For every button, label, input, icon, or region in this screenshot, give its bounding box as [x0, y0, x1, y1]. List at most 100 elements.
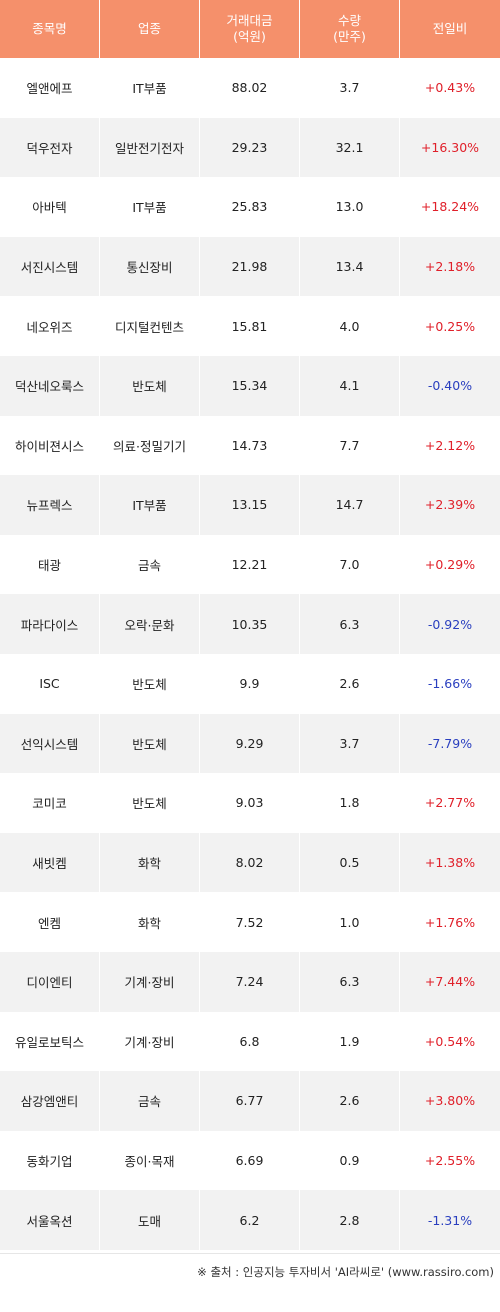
stock-name: 선익시스템 [0, 713, 100, 774]
price-change: +2.12% [424, 437, 476, 453]
price-change: -1.66% [427, 676, 473, 692]
trade-amount: 9.29 [200, 713, 300, 774]
price-change: -7.79% [427, 735, 473, 751]
stock-name: 서진시스템 [0, 236, 100, 297]
stock-name: 덕산네오룩스 [0, 355, 100, 416]
trade-amount: 14.73 [200, 415, 300, 476]
stock-name: 동화기업 [0, 1130, 100, 1191]
table-row: 서울옥션 도매 6.2 2.8 -1.31% [0, 1190, 500, 1250]
stock-name: ISC [0, 653, 100, 714]
stock-name: 코미코 [0, 773, 100, 833]
trade-amount: 25.83 [200, 177, 300, 237]
stock-name: 파라다이스 [0, 594, 100, 654]
table-row: 하이비젼시스 의료·정밀기기 14.73 7.7 +2.12% [0, 415, 500, 476]
trade-volume: 7.7 [300, 415, 400, 476]
table-row: 뉴프렉스 IT부품 13.15 14.7 +2.39% [0, 475, 500, 535]
table-row: 유일로보틱스 기계·장비 6.8 1.9 +0.54% [0, 1011, 500, 1072]
price-change: +16.30% [420, 139, 480, 155]
trade-volume: 1.9 [300, 1011, 400, 1072]
header-sector: 업종 [100, 0, 200, 58]
trade-amount: 15.81 [200, 296, 300, 356]
trade-volume: 2.8 [300, 1190, 400, 1250]
trade-amount: 29.23 [200, 117, 300, 178]
trade-amount: 88.02 [200, 58, 300, 118]
table-row: ISC 반도체 9.9 2.6 -1.66% [0, 653, 500, 714]
trade-amount: 6.77 [200, 1071, 300, 1131]
stock-name: 네오위즈 [0, 296, 100, 356]
price-change: +7.44% [424, 974, 476, 990]
header-amount: 거래대금 (억원) [200, 0, 300, 58]
price-change: +0.25% [424, 318, 476, 334]
trade-volume: 32.1 [300, 117, 400, 178]
trade-volume: 1.8 [300, 773, 400, 833]
stock-sector: 반도체 [100, 653, 200, 714]
table-row: 선익시스템 반도체 9.29 3.7 -7.79% [0, 713, 500, 774]
stock-name: 삼강엠앤티 [0, 1071, 100, 1131]
price-change: -0.92% [427, 616, 473, 632]
trade-amount: 8.02 [200, 832, 300, 893]
trade-amount: 13.15 [200, 475, 300, 535]
table-row: 엘앤에프 IT부품 88.02 3.7 +0.43% [0, 58, 500, 118]
trade-amount: 15.34 [200, 355, 300, 416]
table-row: 서진시스템 통신장비 21.98 13.4 +2.18% [0, 236, 500, 297]
stock-sector: 일반전기전자 [100, 117, 200, 178]
stock-name: 엔켐 [0, 892, 100, 952]
trade-amount: 10.35 [200, 594, 300, 654]
stock-name: 아바텍 [0, 177, 100, 237]
table-row: 덕산네오룩스 반도체 15.34 4.1 -0.40% [0, 355, 500, 416]
trade-amount: 9.9 [200, 653, 300, 714]
price-change: +2.55% [424, 1152, 476, 1168]
trade-amount: 21.98 [200, 236, 300, 297]
stock-sector: IT부품 [100, 177, 200, 237]
stock-sector: 디지털컨텐츠 [100, 296, 200, 356]
trade-volume: 2.6 [300, 1071, 400, 1131]
stock-name: 새빗켐 [0, 832, 100, 893]
stock-sector: IT부품 [100, 475, 200, 535]
source-note: ※ 출처 : 인공지능 투자비서 'AI라씨로' (www.rassiro.co… [197, 1265, 494, 1279]
table-body: 엘앤에프 IT부품 88.02 3.7 +0.43% 덕우전자 일반전기전자 29.23 32.… [0, 58, 500, 1250]
header-change: 전일비 [432, 21, 468, 36]
stock-sector: 기계·장비 [100, 951, 200, 1012]
price-change: +3.80% [424, 1093, 476, 1109]
stock-sector: IT부품 [100, 58, 200, 118]
stock-name: 덕우전자 [0, 117, 100, 178]
stock-sector: 오락·문화 [100, 594, 200, 654]
trade-amount: 9.03 [200, 773, 300, 833]
table-row: 새빗켐 화학 8.02 0.5 +1.38% [0, 832, 500, 893]
trade-amount: 7.24 [200, 951, 300, 1012]
table-row: 삼강엠앤티 금속 6.77 2.6 +3.80% [0, 1071, 500, 1131]
trade-amount: 6.2 [200, 1190, 300, 1250]
trade-amount: 6.8 [200, 1011, 300, 1072]
trade-volume: 14.7 [300, 475, 400, 535]
table-row: 동화기업 종이·목재 6.69 0.9 +2.55% [0, 1130, 500, 1191]
footer-divider [0, 1253, 500, 1254]
trade-amount: 6.69 [200, 1130, 300, 1191]
table-header: 종목명 업종 거래대금 (억원) 수량 (만주) 전일비 [0, 0, 500, 58]
stock-sector: 반도체 [100, 773, 200, 833]
trade-volume: 0.9 [300, 1130, 400, 1191]
stock-name: 태광 [0, 534, 100, 595]
trade-volume: 6.3 [300, 951, 400, 1012]
table-row: 파라다이스 오락·문화 10.35 6.3 -0.92% [0, 594, 500, 654]
stock-name: 디이엔티 [0, 951, 100, 1012]
trade-volume: 3.7 [300, 713, 400, 774]
price-change: +1.38% [424, 855, 476, 871]
stock-name: 유일로보틱스 [0, 1011, 100, 1072]
table-row: 아바텍 IT부품 25.83 13.0 +18.24% [0, 177, 500, 237]
trade-volume: 3.7 [300, 58, 400, 118]
table-row: 태광 금속 12.21 7.0 +0.29% [0, 534, 500, 595]
stock-sector: 종이·목재 [100, 1130, 200, 1191]
trade-volume: 13.0 [300, 177, 400, 237]
trade-volume: 2.6 [300, 653, 400, 714]
table-row: 네오위즈 디지털컨텐츠 15.81 4.0 +0.25% [0, 296, 500, 356]
stock-sector: 기계·장비 [100, 1011, 200, 1072]
trade-volume: 13.4 [300, 236, 400, 297]
stock-name: 하이비젼시스 [0, 415, 100, 476]
table-row: 엔켐 화학 7.52 1.0 +1.76% [0, 892, 500, 952]
stock-sector: 화학 [100, 892, 200, 952]
price-change: -1.31% [427, 1212, 473, 1228]
stock-sector: 반도체 [100, 355, 200, 416]
price-change: +0.54% [424, 1033, 476, 1049]
price-change: +2.77% [424, 795, 476, 811]
stock-sector: 도매 [100, 1190, 200, 1250]
